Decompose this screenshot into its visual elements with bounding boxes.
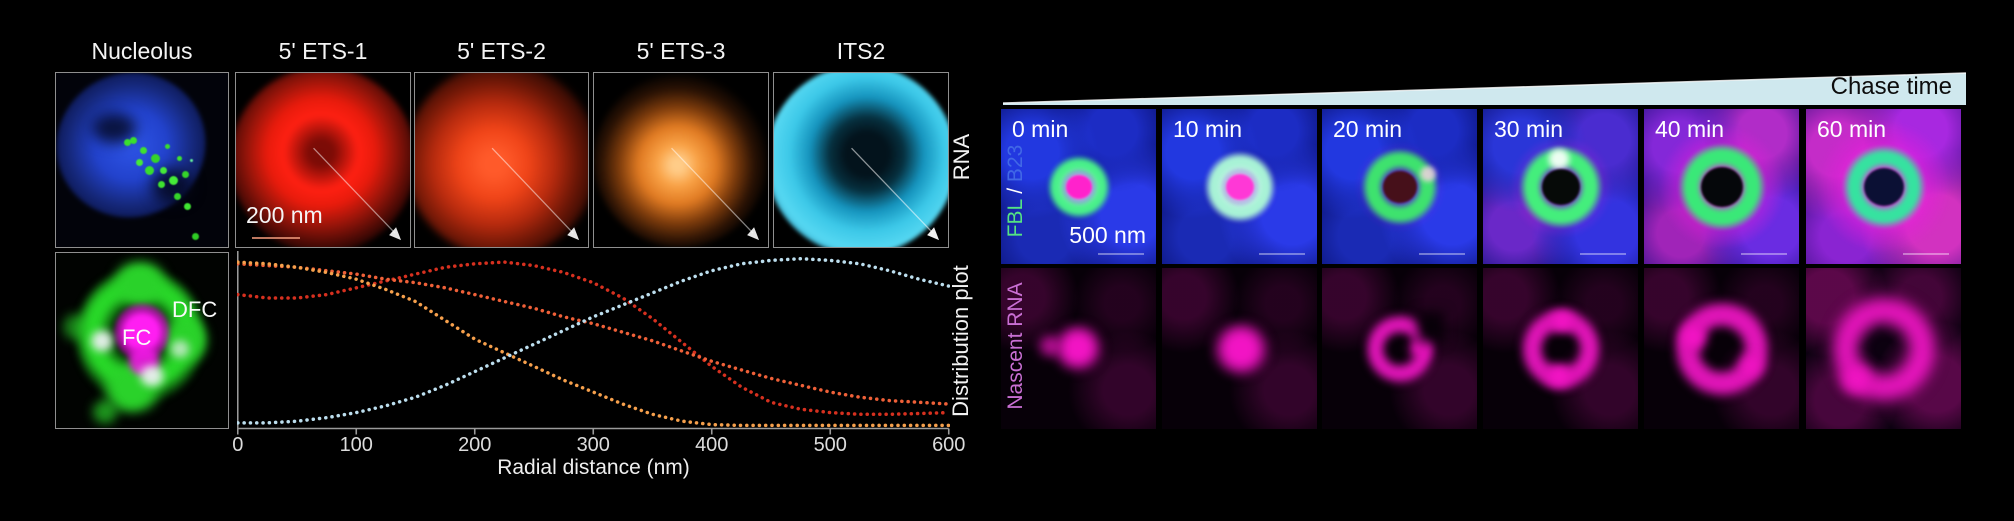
column-title-nucleolus: Nucleolus xyxy=(91,38,193,64)
ets3-image xyxy=(593,72,769,248)
its2-image xyxy=(773,72,949,248)
series-5-ets-1 xyxy=(237,260,950,417)
nucleolus-image xyxy=(55,72,229,248)
x-axis-title: Radial distance (nm) xyxy=(497,456,690,479)
chase-tile-bottom-30min xyxy=(1483,268,1638,429)
chase-tile-bottom-0min xyxy=(1001,268,1156,429)
core-blob xyxy=(1382,170,1417,203)
dfc-green-lobe xyxy=(108,261,172,305)
scale-bar-line xyxy=(1580,253,1626,255)
x-tick-label: 300 xyxy=(576,434,610,456)
ets1-image: 200 nm xyxy=(235,72,411,248)
white-highlight xyxy=(1545,147,1573,171)
fc-label: FC xyxy=(122,325,152,350)
column-title-ets1: 5' ETS-1 xyxy=(278,38,368,64)
chase-tile-bottom-40min xyxy=(1644,268,1799,429)
nascent-rna-blob xyxy=(1736,352,1766,380)
time-label-30min: 30 min xyxy=(1494,116,1564,142)
x-tick-label: 0 xyxy=(232,434,244,456)
series-5-ets-3 xyxy=(237,260,950,428)
chase-tile-top-40min: 40 min xyxy=(1644,109,1799,264)
pink-spot xyxy=(1418,165,1438,183)
fc-dfc-image: DFC FC xyxy=(55,252,229,429)
nucleus-dark-patch xyxy=(152,169,192,203)
nascent-rna-blob xyxy=(1678,320,1708,354)
white-spot xyxy=(168,339,192,359)
core-blob xyxy=(1541,168,1580,205)
nucleus-dark-patch xyxy=(92,113,136,143)
scale-bar-line xyxy=(1741,253,1787,255)
nascent-rna-blob xyxy=(1836,364,1876,396)
chase-tile-bottom-20min xyxy=(1322,268,1477,429)
ring-gap xyxy=(1418,312,1444,342)
x-tick-label: 200 xyxy=(458,434,492,456)
fbl-label: FBL xyxy=(1004,199,1027,238)
nascent-rna-channel-label: Nascent RNA xyxy=(1004,282,1027,410)
chase-tile-bottom-10min xyxy=(1162,268,1317,429)
white-spot xyxy=(136,365,168,387)
nascent-rna-speckles xyxy=(130,137,137,144)
core-blob xyxy=(1225,173,1254,200)
time-label-0min: 0 min xyxy=(1012,116,1069,142)
chase-tile-top-30min: 30 min xyxy=(1483,109,1638,264)
nascent-rna-blob xyxy=(1545,310,1579,332)
scale-bar-line xyxy=(1419,253,1465,255)
chase-tile-top-10min: 10 min xyxy=(1162,109,1317,264)
column-title-ets2: 5' ETS-2 xyxy=(457,38,546,64)
dfc-label: DFC xyxy=(172,297,218,322)
tile-background xyxy=(1322,268,1477,429)
scale-bar-line xyxy=(1259,253,1305,255)
channel-separator: / xyxy=(1004,182,1027,200)
radial-arrow-icon xyxy=(313,147,402,241)
time-label-60min: 60 min xyxy=(1817,116,1887,142)
x-tick-label: 400 xyxy=(695,434,729,456)
distribution-plot-row-label: Distribution plot xyxy=(948,265,973,417)
time-label-40min: 40 min xyxy=(1655,116,1725,142)
column-title-ets3: 5' ETS-3 xyxy=(636,38,726,64)
time-label-20min: 20 min xyxy=(1333,116,1403,142)
scale-bar-500nm-line xyxy=(1098,253,1144,255)
scale-bar-200nm-line xyxy=(252,237,300,239)
dfc-green-lobe xyxy=(62,311,90,343)
nascent-rna-blob xyxy=(1408,338,1430,358)
chase-time-wedge-icon xyxy=(1003,72,1966,105)
nascent-rna-blob xyxy=(1212,322,1270,376)
radial-arrow-icon xyxy=(671,147,760,241)
column-title-its2: ITS2 xyxy=(836,38,886,64)
chase-time-label: Chase time xyxy=(1830,73,1952,100)
white-spot xyxy=(88,329,116,353)
dfc-green-lobe xyxy=(90,399,120,425)
chase-tile-top-60min: 60 min xyxy=(1806,109,1961,264)
distribution-plot xyxy=(237,251,950,435)
radial-arrow-icon xyxy=(851,147,940,241)
radial-arrow-icon xyxy=(491,147,580,241)
chase-tile-top-0min: 0 min 500 nm xyxy=(1001,109,1156,264)
scale-bar-200nm-label: 200 nm xyxy=(246,202,323,228)
nascent-rna-blob xyxy=(1037,334,1063,358)
core-blob xyxy=(1065,174,1092,199)
series-its2 xyxy=(237,256,950,425)
tile-background xyxy=(1483,109,1638,264)
x-tick-label: 500 xyxy=(813,434,847,456)
series-5-ets-2 xyxy=(237,262,950,406)
scale-bar-500nm-label: 500 nm xyxy=(1069,222,1146,248)
nascent-rna-blob xyxy=(1541,364,1577,388)
b23-label: B23 xyxy=(1004,144,1027,183)
time-label-10min: 10 min xyxy=(1173,116,1243,142)
core-blob xyxy=(1700,166,1743,207)
x-tick-label: 100 xyxy=(339,434,373,456)
ets2-image xyxy=(414,72,589,248)
core-blob xyxy=(1863,167,1904,206)
chase-tile-bottom-60min xyxy=(1806,268,1961,429)
scale-bar-line xyxy=(1903,253,1949,255)
nucleus-blob xyxy=(56,73,228,240)
x-tick-label: 600 xyxy=(932,434,966,456)
chase-tile-top-20min: 20 min xyxy=(1322,109,1477,264)
